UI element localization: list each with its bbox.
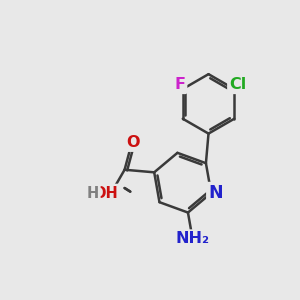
Text: H: H <box>86 186 99 201</box>
Text: O: O <box>126 135 140 150</box>
Text: OH: OH <box>94 186 118 201</box>
Text: N: N <box>208 184 223 202</box>
Text: Cl: Cl <box>229 77 246 92</box>
Text: F: F <box>174 77 185 92</box>
Text: NH₂: NH₂ <box>175 231 209 246</box>
